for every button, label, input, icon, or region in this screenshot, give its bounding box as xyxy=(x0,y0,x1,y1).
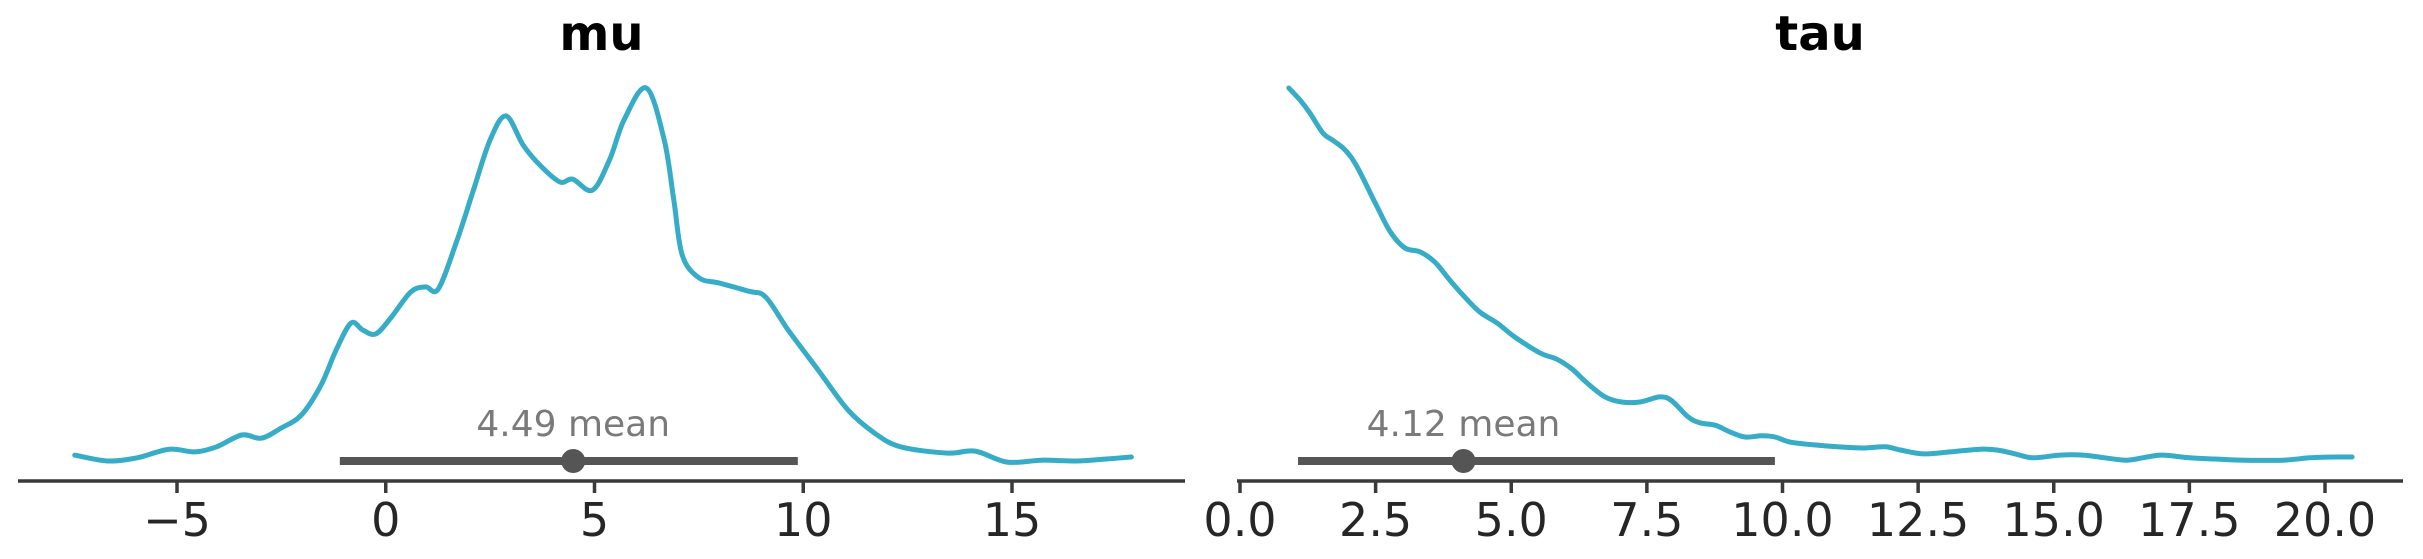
kde-curve xyxy=(72,85,1134,465)
mean-label-tau: 4.12 mean xyxy=(1366,404,1561,445)
x-tick-label: 7.5 xyxy=(1610,493,1683,547)
x-tick-label: 5.0 xyxy=(1475,493,1548,547)
kde-curve xyxy=(1286,85,2355,463)
x-tick-label: 0.0 xyxy=(1203,493,1276,547)
plot-title-tau: tau xyxy=(1775,6,1865,62)
x-tick-label: 5 xyxy=(580,493,609,547)
x-tick-label: 0 xyxy=(371,493,400,547)
x-tick-label: 20.0 xyxy=(2274,493,2376,547)
x-tick-label: 15 xyxy=(983,493,1042,547)
mean-point-marker xyxy=(561,449,586,473)
plot-title-mu: mu xyxy=(559,6,644,62)
x-tick-label: 10 xyxy=(774,493,833,547)
mean-point-marker xyxy=(1451,449,1476,473)
x-tick-label: 10.0 xyxy=(1731,493,1833,547)
x-tick-label: 2.5 xyxy=(1339,493,1412,547)
x-tick-label: 17.5 xyxy=(2138,493,2240,547)
x-tick-label: 12.5 xyxy=(1867,493,1969,547)
mean-label-mu: 4.49 mean xyxy=(476,404,671,445)
x-tick-label: 15.0 xyxy=(2003,493,2105,547)
x-tick-label: −5 xyxy=(143,493,211,547)
